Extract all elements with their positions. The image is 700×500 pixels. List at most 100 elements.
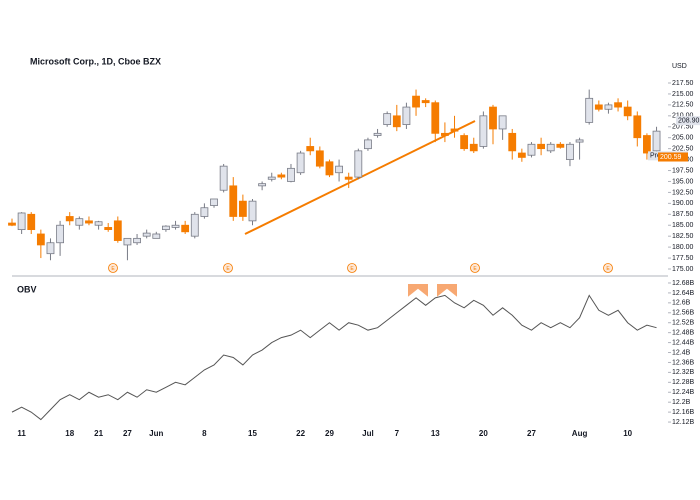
y-tick-label: 12.28B <box>672 379 695 386</box>
price-badge-label: 200.59 <box>660 154 682 161</box>
y-tick-label: 175.00 <box>672 266 694 273</box>
candle-body <box>75 218 84 226</box>
y-tick-label: 12.68B <box>672 280 695 287</box>
x-tick-label: 8 <box>202 429 207 438</box>
price-badge <box>676 116 700 126</box>
x-tick-label: 18 <box>65 429 74 438</box>
candle-body <box>219 165 228 191</box>
candle-body <box>623 106 632 117</box>
candle-body <box>498 115 507 130</box>
candle-body <box>267 176 276 180</box>
y-tick-label: 182.50 <box>672 233 694 240</box>
x-tick-label: Jul <box>362 429 374 438</box>
candle-body <box>402 106 411 125</box>
earnings-marker <box>603 263 613 273</box>
candle-body <box>171 224 180 228</box>
candle-body <box>652 130 661 152</box>
candle-body <box>17 212 26 231</box>
y-tick-label: 12.36B <box>672 359 695 366</box>
y-tick-label: 12.48B <box>672 329 695 336</box>
y-tick-label: 12.52B <box>672 320 695 327</box>
candle-body <box>604 104 613 110</box>
candle-body <box>296 152 305 174</box>
candle-body <box>162 225 170 231</box>
candle-body <box>210 198 218 206</box>
candle-body <box>633 115 642 139</box>
candle-body <box>508 132 517 152</box>
candle-body <box>200 207 209 217</box>
candle-body <box>85 220 93 224</box>
y-tick-label: 12.56B <box>672 310 695 317</box>
y-tick-label: 12.32B <box>672 369 695 376</box>
candle-body <box>190 213 199 237</box>
earnings-marker <box>347 263 357 273</box>
y-tick-label: 202.50 <box>672 145 694 152</box>
y-tick-label: 185.00 <box>672 222 694 229</box>
candle-body <box>65 216 74 222</box>
candle-body <box>56 224 64 244</box>
candle-body <box>469 143 478 152</box>
candle-body <box>383 113 392 125</box>
x-tick-label: 11 <box>17 429 26 438</box>
obv-line <box>11 294 657 421</box>
candle-body <box>335 165 343 174</box>
obv-title: OBV <box>17 284 37 294</box>
y-tick-label: 217.50 <box>672 80 694 87</box>
y-tick-label: 12.16B <box>672 409 695 416</box>
candle-body <box>440 132 449 136</box>
candle-body <box>344 176 353 180</box>
candle-body <box>585 97 594 123</box>
candle-body <box>479 115 488 147</box>
y-tick-label: 195.00 <box>672 178 694 185</box>
y-tick-label: 180.00 <box>672 244 694 251</box>
candle-body <box>258 183 267 187</box>
y-tick-label: 190.00 <box>672 200 694 207</box>
candle-body <box>306 146 315 152</box>
arrow-marker <box>436 288 458 299</box>
candle-body <box>277 174 286 178</box>
y-tick-label: 207.50 <box>672 124 694 131</box>
candle-body <box>527 143 536 156</box>
candle-body <box>142 232 151 237</box>
candle-body <box>248 200 257 222</box>
candle-body <box>575 139 584 143</box>
earnings-label: E <box>111 266 115 272</box>
candle-body <box>46 242 55 255</box>
candle-body <box>27 213 36 231</box>
candle-body <box>392 115 401 128</box>
earnings-marker <box>223 263 233 273</box>
x-tick-label: 13 <box>431 429 440 438</box>
x-tick-label: 27 <box>123 429 132 438</box>
candle-body <box>123 237 132 246</box>
earnings-label: E <box>606 266 610 272</box>
candle-body <box>315 150 324 167</box>
x-tick-label: 10 <box>623 429 632 438</box>
y-tick-label: 12.12B <box>672 419 695 426</box>
candle-body <box>238 200 247 217</box>
y-tick-label: 12.24B <box>672 389 695 396</box>
y-tick-label: 12.64B <box>672 290 695 297</box>
candle-body <box>287 167 295 182</box>
x-tick-label: 7 <box>395 429 400 438</box>
y-tick-label: 205.00 <box>672 135 694 142</box>
obv-arrows <box>407 284 458 299</box>
y-tick-label: 12.6B <box>672 300 691 307</box>
x-tick-label: 20 <box>479 429 488 438</box>
candle-body <box>8 222 16 226</box>
earnings-label: E <box>226 266 230 272</box>
candle-body <box>152 233 161 239</box>
y-tick-label: 215.00 <box>672 91 694 98</box>
y-tick-label: 212.50 <box>672 102 694 109</box>
candle-body <box>229 185 238 217</box>
candle-body <box>517 152 526 158</box>
candle-body <box>614 102 622 108</box>
candle-body <box>556 143 565 148</box>
candle-body <box>431 102 440 134</box>
candle-body <box>104 227 113 231</box>
candle-body <box>94 221 103 226</box>
candle-body <box>325 161 334 176</box>
candle-body <box>421 100 430 104</box>
candle-body <box>460 135 469 150</box>
currency: USD <box>672 63 687 70</box>
